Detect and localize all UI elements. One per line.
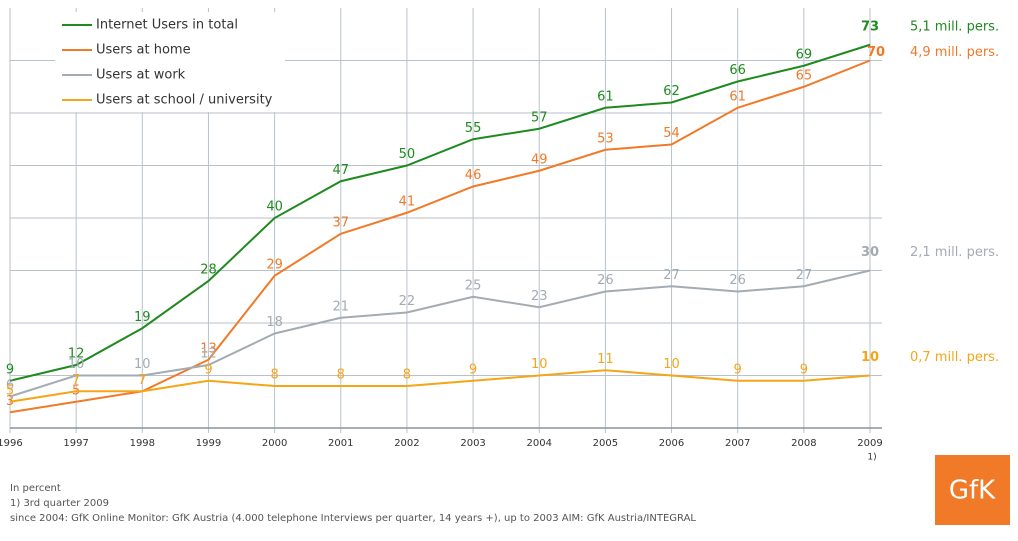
data-label: 10 (68, 357, 85, 372)
data-label: 27 (796, 268, 813, 283)
x-tick-label: 2009 (857, 438, 882, 449)
x-tick-label: 1997 (63, 438, 88, 449)
data-label: 8 (270, 368, 278, 383)
data-label: 23 (531, 289, 548, 304)
end-label: 2,1 mill. pers. (910, 245, 999, 260)
end-label: 0,7 mill. pers. (910, 350, 999, 365)
data-label: 6 (6, 378, 14, 393)
data-label: 18 (266, 315, 283, 330)
legend-label: Users at home (96, 43, 191, 58)
x-tick-label: 1999 (196, 438, 221, 449)
x-tick-label: 2005 (593, 438, 618, 449)
data-label: 53 (597, 131, 614, 146)
data-label: 9 (469, 362, 477, 377)
data-label: 10 (663, 357, 680, 372)
data-label: 12 (200, 347, 217, 362)
data-label: 66 (729, 63, 746, 78)
x-tick-label: 2001 (328, 438, 353, 449)
data-label: 26 (597, 273, 614, 288)
data-label: 54 (663, 126, 680, 141)
data-label: 7 (138, 373, 146, 388)
data-label: 9 (204, 362, 212, 377)
x-tick-label: 1996 (0, 438, 23, 449)
data-label: 10 (861, 350, 879, 365)
x-tick-label: 2007 (725, 438, 750, 449)
legend-label: Internet Users in total (96, 18, 238, 33)
data-label: 7 (72, 373, 80, 388)
data-label: 21 (332, 299, 349, 314)
data-label: 55 (465, 121, 482, 136)
series-line (9, 43, 871, 382)
data-label: 28 (200, 263, 217, 278)
data-label: 62 (663, 84, 680, 99)
data-label: 19 (134, 310, 151, 325)
data-label: 5 (6, 383, 14, 398)
x-tick-label: 2006 (659, 438, 684, 449)
data-label: 26 (729, 273, 746, 288)
data-label: 13 (200, 341, 217, 356)
data-label: 65 (796, 68, 813, 83)
data-label: 9 (734, 362, 742, 377)
data-label: 40 (266, 200, 283, 215)
data-label: 61 (729, 89, 746, 104)
logo: GfK (949, 476, 996, 506)
data-label: 27 (663, 268, 680, 283)
footnote: In percent (10, 483, 61, 494)
data-label: 50 (399, 147, 416, 162)
data-label: 12 (68, 347, 85, 362)
series-line (9, 269, 871, 398)
footnote: 1) 3rd quarter 2009 (10, 498, 109, 509)
x-tick-label: 2008 (791, 438, 816, 449)
data-label: 47 (332, 163, 349, 178)
data-label: 8 (337, 368, 345, 383)
legend-label: Users at school / university (96, 93, 273, 108)
data-label: 8 (403, 368, 411, 383)
data-label: 10 (531, 357, 548, 372)
data-label: 10 (134, 357, 151, 372)
series-line (9, 59, 871, 414)
data-label: 73 (861, 19, 879, 34)
x-tick-note: 1) (867, 453, 876, 463)
legend-bg (55, 12, 285, 112)
data-label: 9 (6, 362, 14, 377)
logo-box (935, 455, 1010, 525)
data-label: 61 (597, 89, 614, 104)
end-label: 4,9 mill. pers. (910, 45, 999, 60)
data-label: 22 (399, 294, 416, 309)
x-tick-label: 2003 (460, 438, 485, 449)
end-label: 5,1 mill. pers. (910, 19, 999, 34)
data-label: 37 (332, 215, 349, 230)
footnote: since 2004: GfK Online Monitor: GfK Aust… (10, 513, 696, 524)
x-tick-label: 1998 (130, 438, 155, 449)
series-line (9, 369, 871, 403)
data-label: 57 (531, 110, 548, 125)
x-tick-label: 2004 (527, 438, 552, 449)
data-label: 25 (465, 278, 482, 293)
data-label: 11 (597, 352, 614, 367)
data-label: 30 (861, 245, 879, 260)
x-tick-label: 2000 (262, 438, 287, 449)
data-label: 70 (867, 45, 885, 60)
x-tick-label: 2002 (394, 438, 419, 449)
data-label: 69 (796, 47, 813, 62)
legend-label: Users at work (96, 68, 186, 83)
data-label: 49 (531, 152, 548, 167)
data-label: 46 (465, 168, 482, 183)
data-label: 7 (138, 373, 146, 388)
data-label: 41 (399, 194, 416, 209)
data-label: 29 (266, 257, 283, 272)
data-label: 9 (800, 362, 808, 377)
